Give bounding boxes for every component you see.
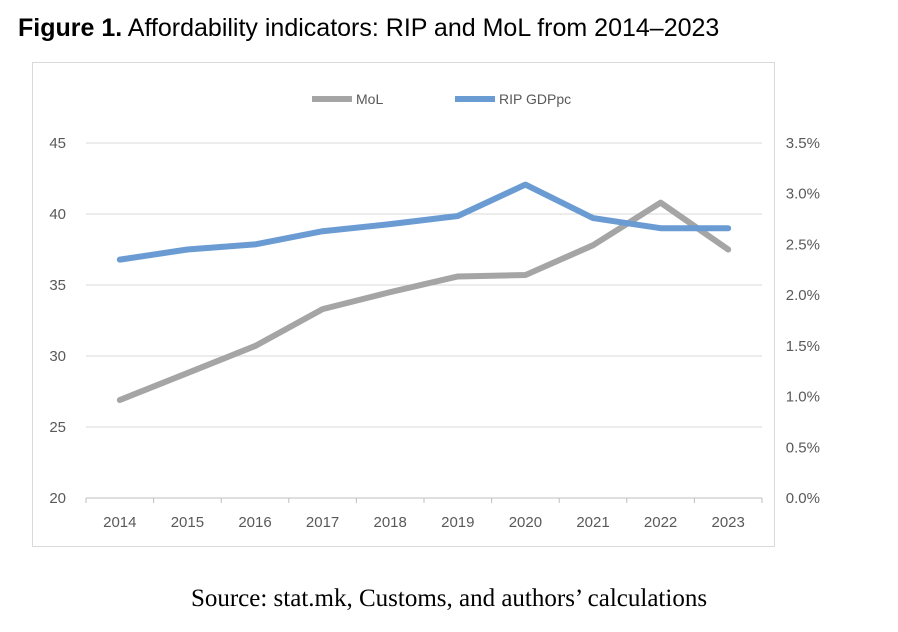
x-tick-label: 2018 <box>374 514 407 531</box>
left-tick-label: 35 <box>49 277 66 294</box>
source-note: Source: stat.mk, Customs, and authors’ c… <box>190 585 708 612</box>
x-tick-label: 2017 <box>306 514 339 531</box>
series-line-rip-gdppc <box>116 181 732 263</box>
right-tick-label: 3.5% <box>786 135 820 152</box>
legend-label: RIP GDPpc <box>499 91 571 107</box>
right-tick-label: 1.5% <box>786 338 820 355</box>
series-line-mol <box>116 199 732 404</box>
x-tick-label: 2014 <box>103 514 136 531</box>
right-tick-label: 0.5% <box>786 439 820 456</box>
right-tick-label: 1.0% <box>786 389 820 406</box>
left-tick-label: 40 <box>49 206 66 223</box>
figure-title-text: Affordability indicators: RIP and MoL fr… <box>127 14 720 42</box>
x-tick-label: 2019 <box>441 514 474 531</box>
chart-frame <box>32 62 775 547</box>
left-tick-label: 20 <box>49 490 66 507</box>
figure-label: Figure 1. <box>18 14 123 42</box>
x-tick-label: 2016 <box>238 514 271 531</box>
x-tick-label: 2022 <box>644 514 677 531</box>
left-tick-label: 25 <box>49 419 66 436</box>
figure-title: Figure 1. Affordability indicators: RIP … <box>18 14 719 43</box>
right-tick-label: 2.0% <box>786 287 820 304</box>
x-tick-label: 2021 <box>576 514 609 531</box>
x-tick-label: 2015 <box>171 514 204 531</box>
x-tick-label: 2020 <box>509 514 542 531</box>
x-tick-label: 2023 <box>712 514 745 531</box>
legend-label: MoL <box>356 91 383 107</box>
right-tick-label: 2.5% <box>786 236 820 253</box>
left-tick-label: 45 <box>49 135 66 152</box>
right-tick-label: 0.0% <box>786 490 820 507</box>
right-tick-label: 3.0% <box>786 186 820 203</box>
left-tick-label: 30 <box>49 348 66 365</box>
